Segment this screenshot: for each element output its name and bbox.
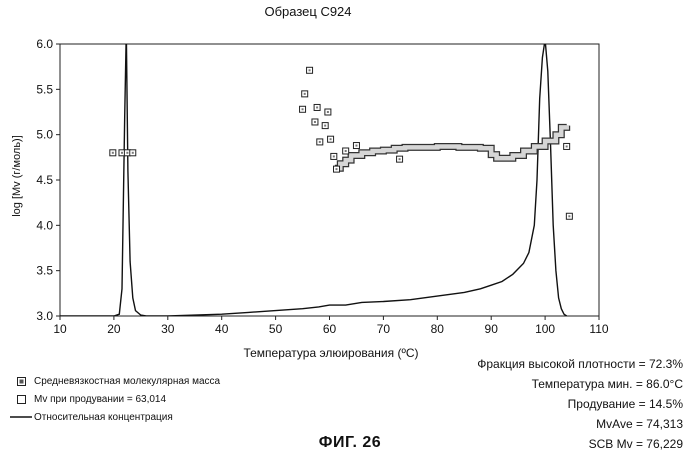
x-tick-label: 70	[377, 322, 391, 336]
x-tick-label: 110	[589, 322, 608, 336]
legend-item-mv-average: Средневязкостная молекулярная масса	[8, 372, 220, 390]
stat-min-temperature: Температура мин. = 86.0°C	[477, 374, 683, 394]
x-tick-label: 90	[485, 322, 499, 336]
scatter-point-center	[327, 111, 329, 113]
scatter-point-center	[568, 215, 570, 217]
x-tick-label: 20	[107, 322, 121, 336]
legend-item-mv-purge: Mv при продувании = 63,014	[8, 390, 220, 408]
x-tick-label: 30	[161, 322, 175, 336]
scatter-point-center	[566, 145, 568, 147]
scatter-point-center	[314, 121, 316, 123]
legend-label: Относительная концентрация	[34, 412, 173, 423]
stat-high-density-fraction: Фракция высокой плотности = 72.3%	[477, 354, 683, 374]
y-tick-label: 6.0	[36, 37, 53, 51]
scatter-point-center	[319, 141, 321, 143]
scatter-point-center	[304, 93, 306, 95]
scatter-point-center	[333, 155, 335, 157]
series-concentration-line	[60, 30, 567, 316]
x-tick-label: 80	[431, 322, 445, 336]
scatter-point-center	[316, 106, 318, 108]
scatter-point-center	[112, 152, 114, 154]
scatter-point-center	[355, 145, 357, 147]
figure-label: ФИГ. 26	[0, 434, 700, 452]
scatter-point-center	[309, 69, 311, 71]
x-axis-label: Температура элюирования (ºC)	[243, 346, 418, 360]
y-tick-label: 5.0	[36, 128, 53, 142]
scatter-point-center	[399, 158, 401, 160]
scatter-point-center	[126, 152, 128, 154]
scatter-point-center	[336, 168, 338, 170]
x-tick-label: 10	[53, 322, 67, 336]
y-tick-label: 4.0	[36, 218, 53, 232]
scatter-point-center	[121, 152, 123, 154]
line-icon	[8, 415, 34, 419]
chart-title: Образец C924	[264, 4, 351, 19]
filled-square-icon	[8, 377, 34, 386]
x-tick-label: 60	[323, 322, 337, 336]
scatter-point-center	[324, 125, 326, 127]
legend-item-concentration: Относительная концентрация	[8, 408, 220, 426]
x-tick-label: 40	[215, 322, 229, 336]
scatter-point-center	[302, 108, 304, 110]
scatter-point-center	[330, 138, 332, 140]
y-tick-label: 3.0	[36, 309, 53, 323]
open-square-icon	[8, 395, 34, 404]
y-tick-label: 3.5	[36, 264, 53, 278]
y-tick-label: 4.5	[36, 173, 53, 187]
legend: Средневязкостная молекулярная масса Mv п…	[8, 372, 220, 426]
y-axis-label: log [Mv (г/моль)]	[11, 135, 23, 217]
x-tick-label: 50	[269, 322, 283, 336]
stat-purge: Продувание = 14.5%	[477, 394, 683, 414]
scatter-point-center	[345, 150, 347, 152]
x-tick-label: 100	[535, 322, 555, 336]
legend-label: Средневязкостная молекулярная масса	[34, 376, 220, 387]
plot-frame	[60, 44, 599, 316]
plot-area: 10 20 30 40 50 60 70 80 90 100 110 3.0 3.5 4.0 4.5 5.0 5…	[36, 30, 609, 336]
legend-label: Mv при продувании = 63,014	[34, 394, 166, 405]
stat-mv-average: MvAve = 74,313	[477, 414, 683, 434]
y-tick-label: 5.5	[36, 82, 53, 96]
scatter-point-center	[132, 152, 134, 154]
